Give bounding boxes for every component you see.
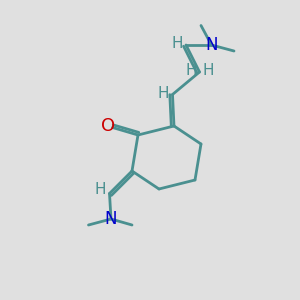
Text: H: H: [202, 63, 214, 78]
Text: O: O: [101, 117, 115, 135]
Text: H: H: [95, 182, 106, 197]
Text: H: H: [171, 36, 183, 51]
Text: N: N: [105, 210, 117, 228]
Text: N: N: [205, 36, 218, 54]
Text: H: H: [185, 63, 197, 78]
Text: H: H: [158, 85, 169, 100]
